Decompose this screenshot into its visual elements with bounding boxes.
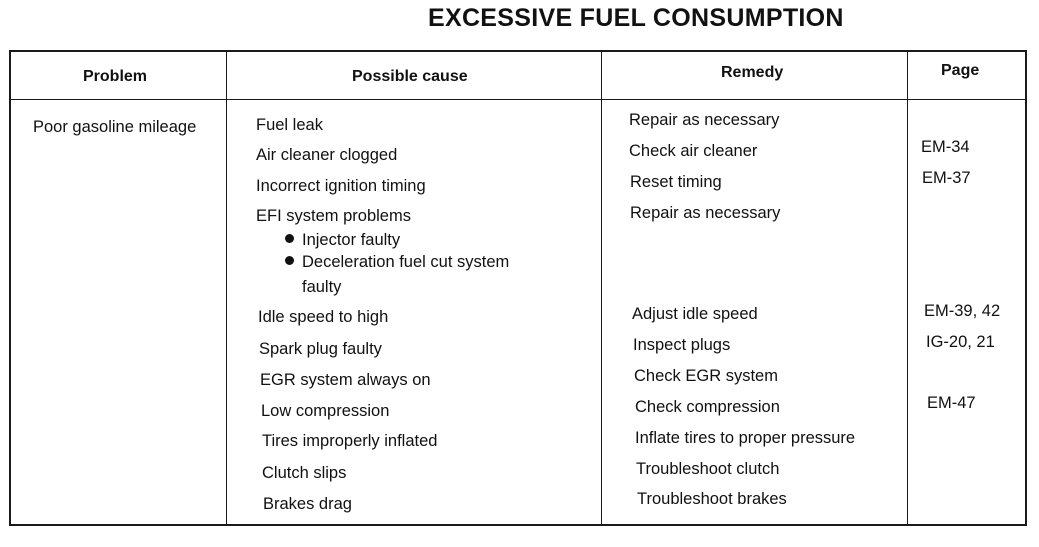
cause-item: Spark plug faulty (259, 340, 382, 358)
remedy-item: Troubleshoot clutch (636, 460, 780, 478)
cause-item: Idle speed to high (258, 308, 389, 326)
header-page: Page (941, 62, 980, 79)
header-possible-cause: Possible cause (352, 68, 468, 85)
page-ref: EM-34 (921, 138, 970, 156)
column-divider (226, 52, 227, 524)
problem-cell: Poor gasoline mileage (33, 118, 197, 136)
page-ref: EM-47 (927, 394, 976, 412)
remedy-item: Check EGR system (634, 367, 778, 385)
cause-subitem: Injector faulty (285, 231, 400, 250)
cause-subitem: Deceleration fuel cut system (285, 253, 509, 272)
remedy-item: Repair as necessary (629, 111, 780, 129)
cause-subitem-label: Deceleration fuel cut system (302, 253, 510, 271)
troubleshooting-table: Problem Possible cause Remedy Page Poor … (9, 50, 1027, 526)
cause-item: Tires improperly inflated (262, 432, 438, 450)
header-divider (11, 99, 1025, 100)
bullet-icon (285, 256, 294, 265)
bullet-icon (285, 234, 294, 243)
remedy-item: Repair as necessary (630, 204, 781, 222)
cause-item: Low compression (261, 402, 390, 420)
remedy-item: Inspect plugs (633, 336, 731, 354)
remedy-item: Check air cleaner (629, 142, 758, 160)
cause-item: Air cleaner clogged (256, 146, 398, 164)
cause-item: EFI system problems (256, 207, 411, 225)
cause-subitem-continuation: faulty (302, 278, 342, 296)
cause-item: Clutch slips (262, 464, 347, 482)
cause-item: Brakes drag (263, 495, 352, 513)
column-divider (601, 52, 602, 524)
remedy-item: Inflate tires to proper pressure (635, 429, 856, 447)
remedy-item: Adjust idle speed (632, 305, 758, 323)
header-remedy: Remedy (721, 64, 784, 81)
cause-item: Incorrect ignition timing (256, 177, 426, 195)
cause-item: EGR system always on (260, 371, 431, 389)
page-ref: EM-39, 42 (924, 302, 1001, 320)
column-divider (907, 52, 908, 524)
cause-item: Fuel leak (256, 116, 323, 134)
page-ref: IG-20, 21 (926, 333, 995, 351)
header-problem: Problem (83, 68, 148, 85)
page-title: EXCESSIVE FUEL CONSUMPTION (428, 4, 844, 32)
cause-subitem-label: Injector faulty (302, 231, 401, 249)
remedy-item: Reset timing (630, 173, 722, 191)
remedy-item: Check compression (635, 398, 780, 416)
page-ref: EM-37 (922, 169, 971, 187)
remedy-item: Troubleshoot brakes (637, 490, 787, 508)
